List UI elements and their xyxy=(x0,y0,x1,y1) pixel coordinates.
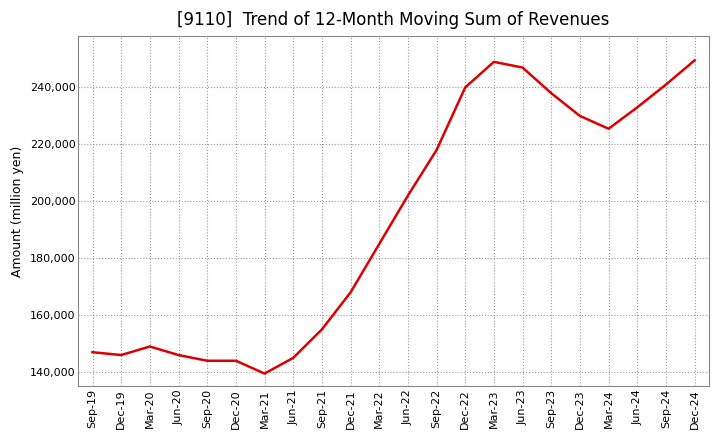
Y-axis label: Amount (million yen): Amount (million yen) xyxy=(11,146,24,277)
Title: [9110]  Trend of 12-Month Moving Sum of Revenues: [9110] Trend of 12-Month Moving Sum of R… xyxy=(177,11,610,29)
